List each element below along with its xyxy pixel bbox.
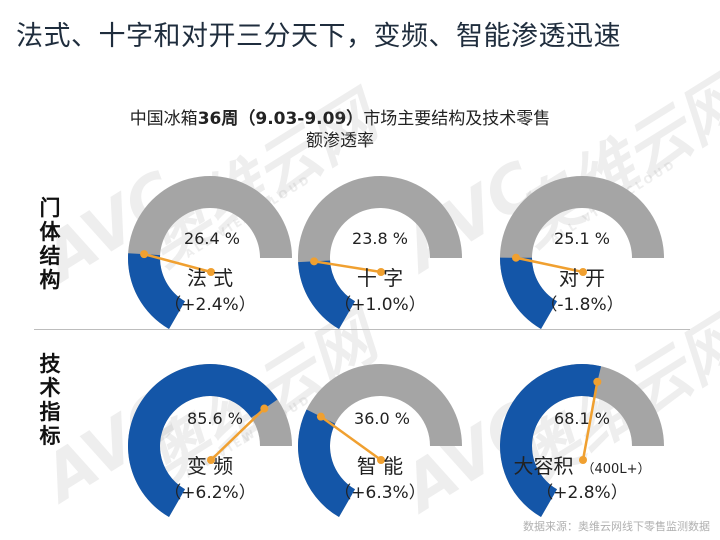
gauge-1-1: 36.0 % [297,364,462,518]
gauge-category-name: 对 开 [492,262,672,291]
chart-title-period: （9.03-9.09） [238,109,364,129]
gauge-category-name: 十 字 [290,262,470,291]
gauge-change-label: （+2.8%） [536,483,628,503]
gauge-category-text: 法 式 [186,266,234,290]
gauge-category-text: 对 开 [558,266,606,290]
chart-title-prefix: 中国冰箱 [129,109,198,129]
gauge-category-text: 变 频 [186,454,234,478]
gauge-category-name: 大容积 （400L+） [492,450,672,479]
gauge-category-name: 变 频 [120,450,300,479]
gauge-needle-tip [260,404,269,413]
gauge-change-label: （+6.2%） [164,483,256,503]
gauge-0-0: 26.4 % [127,175,293,330]
chart-title-week: 36周 [197,109,239,129]
gauge-value-arc [297,409,355,518]
gauge-value-arc [128,253,185,330]
gauge-0-1: 23.8 % [298,175,462,330]
gauge-category-text: 智 能 [356,454,404,478]
gauge-value-label: 85.6 % [187,409,243,428]
gauge-needle-tip [316,412,325,421]
gauge-needle [581,381,599,461]
gauge-value-label: 26.4 % [184,229,240,248]
gauge-needle [143,252,212,274]
gauge-1-2: 68.1 % [500,364,664,518]
gauge-0-2: 25.1 % [500,175,664,330]
gauge-value-label: 68.1 % [554,409,610,428]
gauge-value-label: 36.0 % [354,409,410,428]
gauge-category-text: 十 字 [356,266,404,290]
chart-title-line1: 中国冰箱36周（9.03-9.09）市场主要结构及技术零售 [80,108,600,130]
section-divider [34,329,690,330]
gauge-category-name: 智 能 [290,450,470,479]
gauge-change-label: （+1.0%） [334,295,426,315]
gauge-needle-hub [377,268,385,276]
gauge-value-arc [500,257,557,330]
gauge-change-label: （+2.4%） [164,295,256,315]
gauge-category-name: 法 式 [120,262,300,291]
gauge-needle-tip [512,253,521,262]
gauge-needle-hub [579,268,587,276]
gauge-needle-tip [140,250,149,259]
gauge-needle-tip [593,377,602,386]
gauge-change-label: （+6.3%） [334,483,426,503]
section-label-door: 门体结构 [39,196,61,292]
gauge-needle-hub [207,268,215,276]
gauge-needle-hub [207,456,215,464]
gauge-value-arc [128,364,278,518]
section-label-tech: 技术指标 [39,352,61,448]
page-title: 法式、十字和对开三分天下，变频、智能渗透迅速 [16,21,621,52]
gauge-value-arc [500,364,602,518]
gauge-value-label: 23.8 % [352,229,408,248]
gauge-needle [313,260,382,274]
chart-title-suffix: 市场主要结构及技术零售 [363,109,551,129]
chart-title-line2: 额渗透率 [306,131,374,151]
gauge-needle-hub [377,456,385,464]
gauge-category-note: （400L+） [581,462,651,477]
gauge-value-arc [298,260,355,330]
gauge-needle-hub [579,456,587,464]
gauge-category-text: 大容积 [513,454,574,478]
gauge-needle [210,407,266,461]
gauge-change-label: （-1.8%） [540,295,624,315]
gauge-needle [515,256,584,274]
data-source: 数据来源：奥维云网线下零售监测数据 [523,520,710,533]
chart-title: 中国冰箱36周（9.03-9.09）市场主要结构及技术零售 额渗透率 [80,108,600,152]
gauge-value-label: 25.1 % [554,229,610,248]
gauge-needle [320,415,382,462]
gauge-needle-tip [310,257,319,266]
gauge-1-0: 85.6 % [128,364,292,518]
